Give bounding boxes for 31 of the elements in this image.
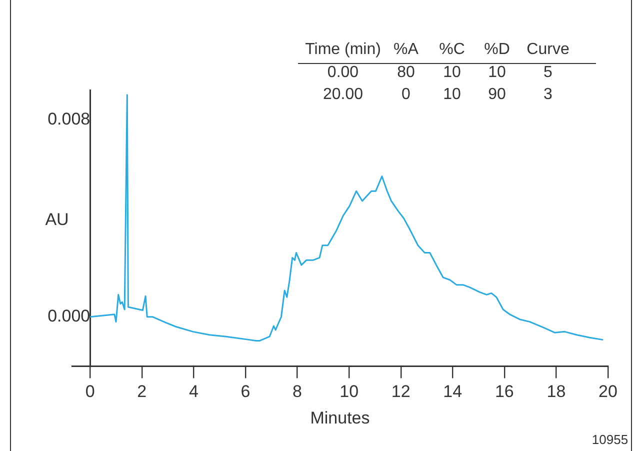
annotation: 3	[544, 86, 552, 104]
x-tick-label: 16	[494, 382, 514, 402]
x-tick-label: 18	[546, 382, 566, 402]
x-tick-label: 12	[391, 382, 410, 402]
text: Time (min)	[305, 41, 381, 59]
x-tick-label: 0	[85, 382, 95, 402]
annotation: 90	[488, 86, 506, 104]
text: 10	[443, 64, 461, 82]
text: 5	[544, 64, 552, 82]
x-tick-label: 2	[137, 382, 147, 402]
y-tick-label: 0.000	[48, 306, 90, 326]
y-tick-label: 0.008	[48, 109, 90, 128]
x-tick-label: 10	[340, 382, 359, 402]
x-axis-title: Minutes	[310, 408, 370, 428]
x-tick-label: 8	[292, 382, 302, 402]
text: %A	[394, 41, 418, 59]
x-tick-label: 20	[598, 382, 618, 402]
text: Curve	[526, 41, 570, 59]
x-tick-label: 14	[443, 382, 462, 402]
annotation: 10	[443, 86, 461, 104]
text: 80	[397, 64, 415, 82]
x-tick-label: 6	[240, 382, 250, 402]
text: 10	[488, 64, 506, 82]
text: 10955	[592, 432, 628, 447]
text: %D	[484, 41, 510, 59]
text: 0.00	[327, 64, 359, 82]
annotation: 20.00	[322, 86, 364, 104]
y-axis-title: AU	[45, 210, 69, 230]
text: %C	[439, 41, 465, 59]
annotation: 0	[402, 86, 410, 104]
x-tick-label: 4	[188, 382, 198, 402]
